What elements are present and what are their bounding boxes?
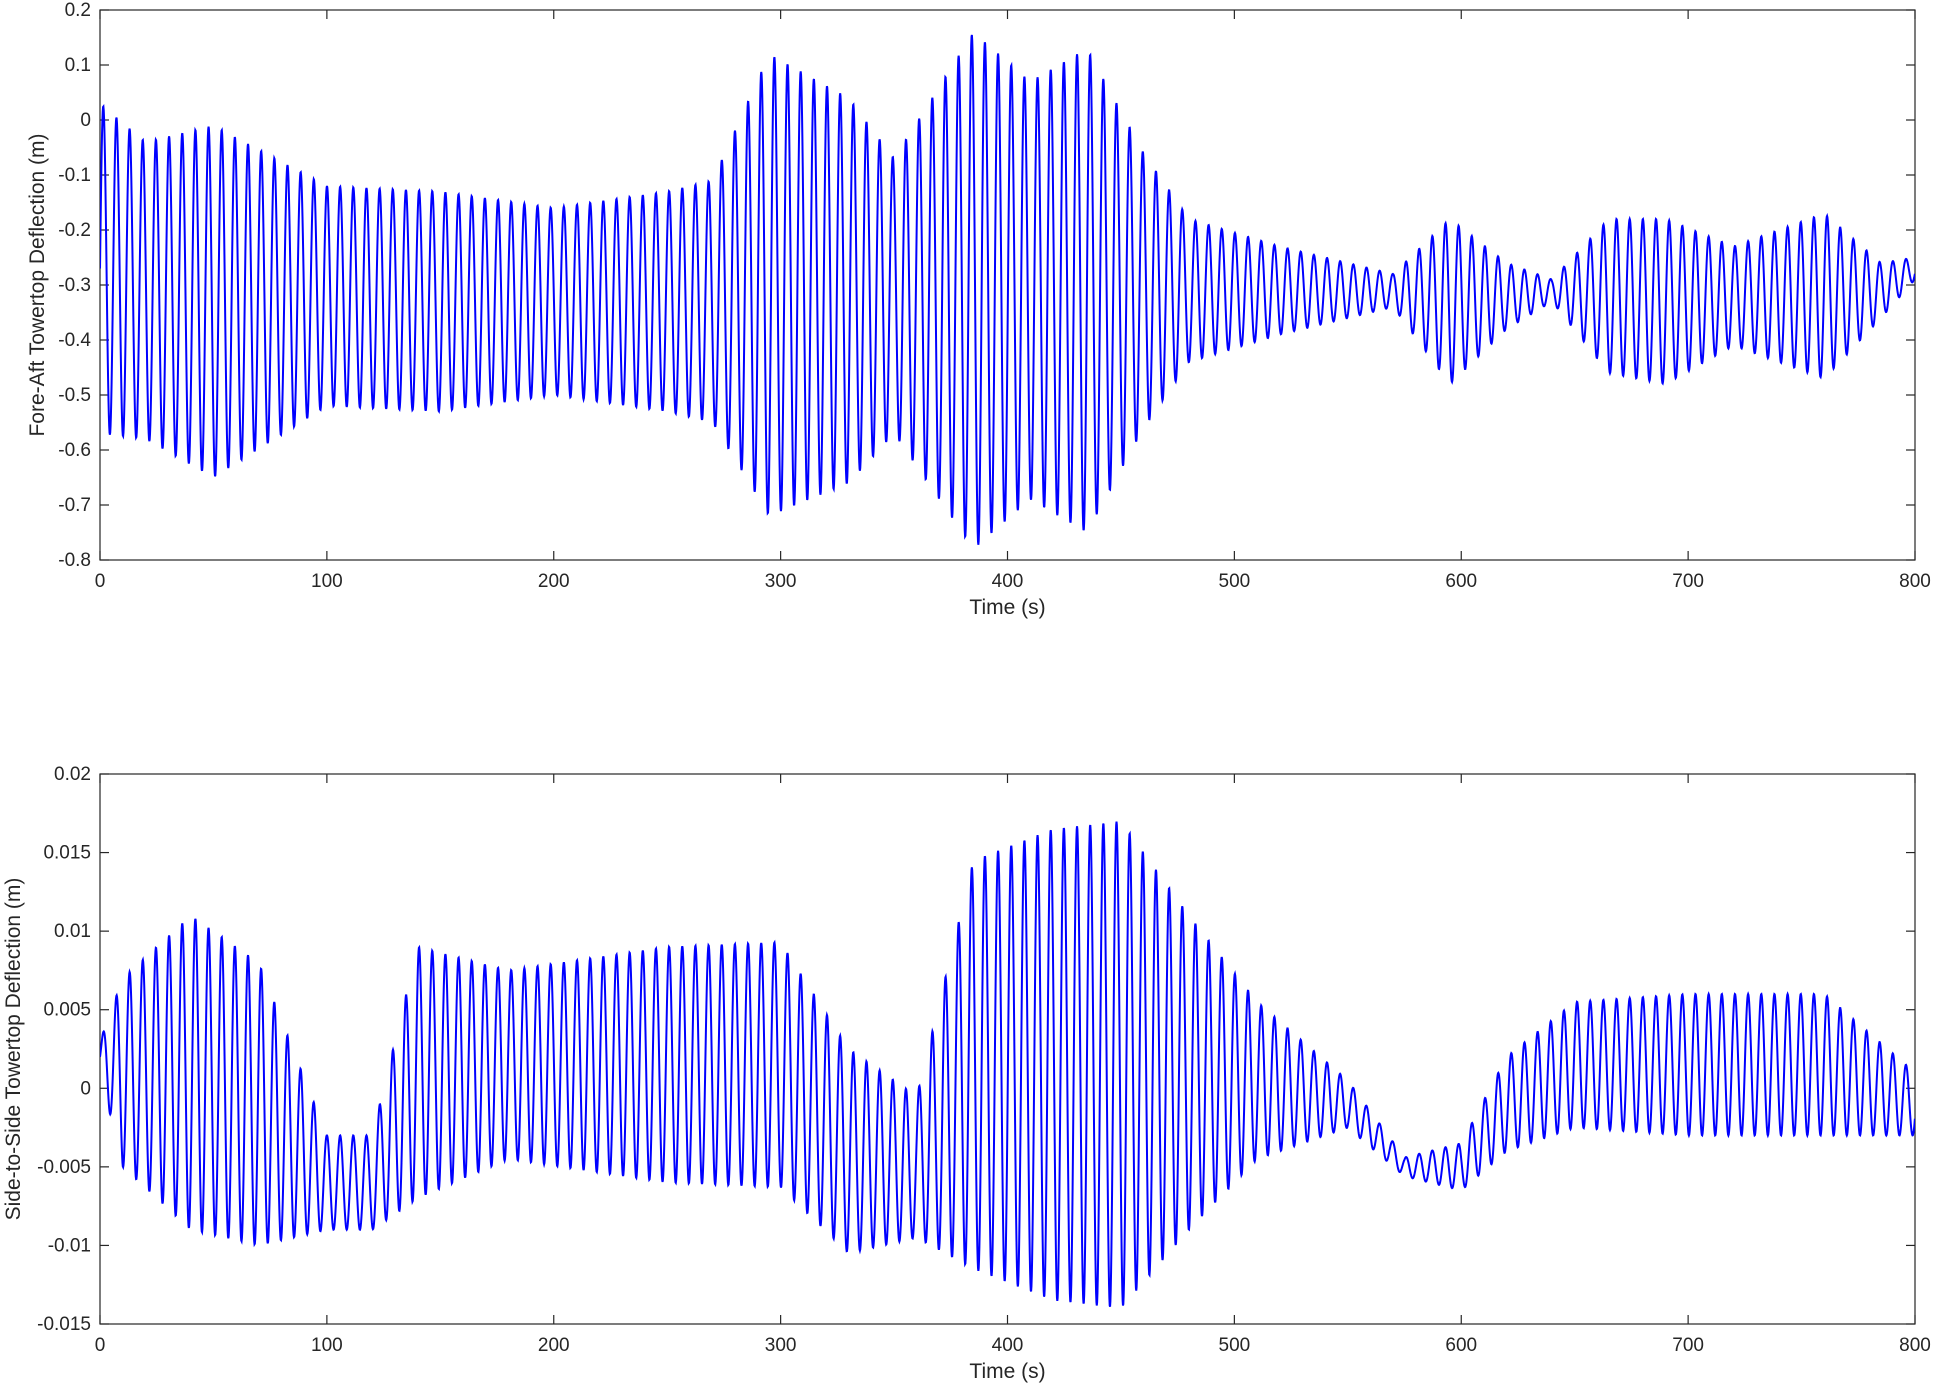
- top-chart-x-tick-label: 200: [538, 571, 570, 592]
- top-chart-y-tick-label: 0.2: [65, 0, 91, 21]
- bottom-chart-y-tick-label: -0.005: [37, 1157, 91, 1178]
- bottom-chart-x-tick-label: 400: [992, 1335, 1024, 1356]
- bottom-chart-x-tick-label: 200: [538, 1335, 570, 1356]
- top-chart-series-line: [100, 34, 1915, 545]
- bottom-chart-series-line: [100, 821, 1915, 1307]
- bottom-chart-x-tick-label: 300: [765, 1335, 797, 1356]
- bottom-chart-y-tick-label: -0.015: [37, 1314, 91, 1335]
- top-chart-x-tick-label: 0: [95, 571, 106, 592]
- top-chart-x-tick-label: 400: [992, 571, 1024, 592]
- top-chart-x-tick-label: 100: [311, 571, 343, 592]
- bottom-chart-x-tick-label: 800: [1899, 1335, 1931, 1356]
- bottom-chart-y-tick-label: 0.02: [54, 764, 91, 785]
- top-chart-y-tick-label: -0.3: [58, 275, 91, 296]
- top-chart-y-tick-label: -0.1: [58, 165, 91, 186]
- bottom-chart-x-tick-label: 500: [1219, 1335, 1251, 1356]
- top-chart-y-axis-label: Fore-Aft Towertop Deflection (m): [26, 133, 49, 436]
- bottom-chart-x-tick-label: 600: [1445, 1335, 1477, 1356]
- top-chart-x-tick-label: 800: [1899, 571, 1931, 592]
- top-chart-y-tick-label: -0.7: [58, 495, 91, 516]
- top-chart-x-tick-label: 300: [765, 571, 797, 592]
- top-chart-y-tick-label: -0.8: [58, 550, 91, 571]
- bottom-chart-y-tick-label: -0.01: [48, 1235, 91, 1256]
- top-chart-y-tick-label: -0.2: [58, 220, 91, 241]
- bottom-chart-y-tick-label: 0.01: [54, 921, 91, 942]
- top-chart-y-tick-label: 0.1: [65, 55, 91, 76]
- top-chart-x-tick-label: 700: [1672, 571, 1704, 592]
- top-chart-y-tick-label: -0.4: [58, 330, 91, 351]
- top-chart-x-tick-label: 500: [1219, 571, 1251, 592]
- top-chart: Time (s) Fore-Aft Towertop Deflection (m…: [26, 0, 1931, 619]
- top-chart-y-tick-label: 0: [80, 110, 91, 131]
- bottom-chart-y-tick-label: 0: [80, 1078, 91, 1099]
- bottom-chart-y-axis-label: Side-to-Side Towertop Deflection (m): [2, 878, 25, 1221]
- bottom-chart-y-tick-label: 0.005: [43, 1000, 91, 1021]
- top-chart-y-tick-label: -0.6: [58, 440, 91, 461]
- bottom-chart-x-tick-label: 100: [311, 1335, 343, 1356]
- bottom-chart: Time (s) Side-to-Side Towertop Deflectio…: [2, 764, 1931, 1383]
- bottom-chart-x-axis-label: Time (s): [969, 1360, 1045, 1383]
- top-chart-x-tick-label: 600: [1445, 571, 1477, 592]
- top-chart-x-axis-label: Time (s): [969, 596, 1045, 619]
- bottom-chart-x-tick-label: 0: [95, 1335, 106, 1356]
- bottom-chart-x-tick-label: 700: [1672, 1335, 1704, 1356]
- bottom-chart-y-tick-label: 0.015: [43, 843, 91, 864]
- top-chart-y-tick-label: -0.5: [58, 385, 91, 406]
